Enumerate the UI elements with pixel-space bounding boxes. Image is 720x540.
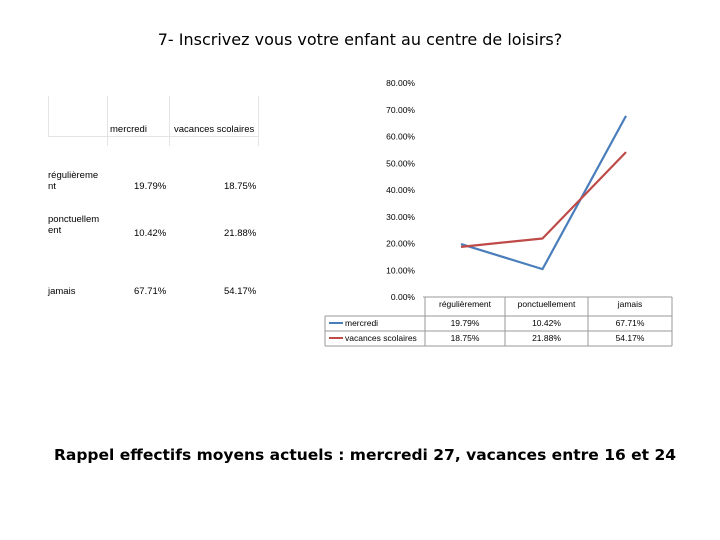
table-cell: 67.71% bbox=[134, 286, 167, 297]
table-divider bbox=[48, 136, 258, 137]
data-label: 18.75% bbox=[451, 333, 480, 343]
table-divider bbox=[107, 96, 108, 146]
row-label-line: nt bbox=[48, 181, 56, 192]
y-tick-label: 0.00% bbox=[391, 292, 416, 302]
data-label: 10.42% bbox=[532, 318, 561, 328]
table-row-label: jamais bbox=[48, 286, 108, 297]
row-label-line: régulièreme bbox=[48, 170, 99, 181]
table-cell: 54.17% bbox=[224, 286, 257, 297]
row-label-line: jamais bbox=[48, 286, 76, 297]
y-tick-label: 10.00% bbox=[386, 265, 415, 275]
table-divider bbox=[258, 96, 259, 146]
row-label-line: ponctuellem bbox=[48, 214, 100, 225]
footer-note: Rappel effectifs moyens actuels : mercre… bbox=[53, 446, 677, 464]
series-line-vacances bbox=[460, 151, 627, 248]
series-line-mercredi bbox=[460, 115, 627, 271]
row-label-line: ent bbox=[48, 225, 62, 236]
y-tick-label: 30.00% bbox=[386, 212, 415, 222]
table-cell: 19.79% bbox=[134, 181, 167, 192]
x-category-label: ponctuellement bbox=[518, 299, 576, 309]
y-tick-label: 80.00% bbox=[386, 78, 415, 88]
table-cell: 18.75% bbox=[224, 181, 257, 192]
y-tick-label: 40.00% bbox=[386, 185, 415, 195]
table-row-label: ponctuellem ent bbox=[48, 214, 108, 236]
table-header-vacances: vacances scolaires bbox=[174, 124, 255, 135]
table-divider bbox=[169, 96, 170, 146]
y-tick-label: 20.00% bbox=[386, 239, 415, 249]
y-tick-label: 70.00% bbox=[386, 105, 415, 115]
table-header-mercredi: mercredi bbox=[110, 124, 147, 135]
y-tick-label: 60.00% bbox=[386, 132, 415, 142]
data-label: 67.71% bbox=[616, 318, 645, 328]
table-cell: 10.42% bbox=[134, 228, 167, 239]
legend-label: mercredi bbox=[345, 318, 378, 328]
data-label: 54.17% bbox=[616, 333, 645, 343]
data-label: 19.79% bbox=[451, 318, 480, 328]
y-tick-label: 50.00% bbox=[386, 158, 415, 168]
x-category-label: jamais bbox=[617, 299, 643, 309]
table-cell: 21.88% bbox=[224, 228, 257, 239]
table-divider bbox=[48, 96, 49, 136]
x-category-label: régulièrement bbox=[439, 299, 492, 309]
table-row-label: régulièreme nt bbox=[48, 170, 108, 192]
data-label: 21.88% bbox=[532, 333, 561, 343]
legend-label: vacances scolaires bbox=[345, 333, 417, 343]
slide-title: 7- Inscrivez vous votre enfant au centre… bbox=[157, 30, 563, 49]
